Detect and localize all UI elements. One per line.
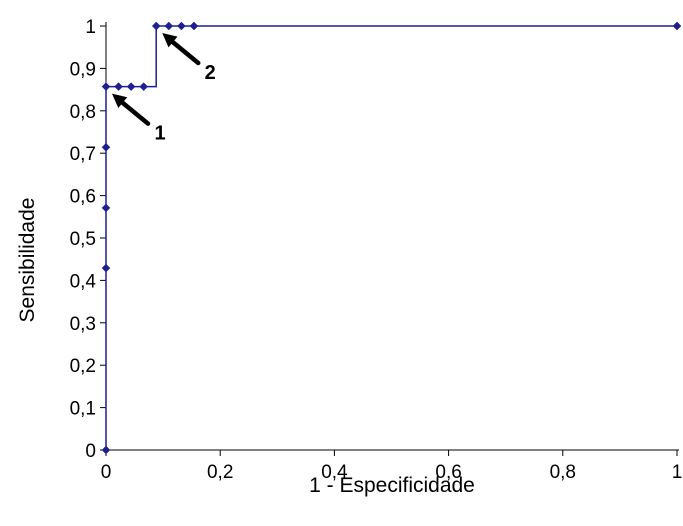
y-tick-label: 0,6 — [70, 187, 96, 208]
y-tick-label: 0,7 — [70, 144, 96, 165]
y-tick-label: 0,2 — [70, 356, 96, 377]
data-point-marker — [101, 263, 111, 273]
annotation-arrow-shaft — [117, 98, 151, 126]
data-point-marker — [177, 21, 186, 31]
x-axis-title: 1 - Especificidade — [309, 474, 475, 497]
y-tick-label: 0,5 — [70, 229, 96, 250]
x-tick-label: 1 — [672, 462, 683, 483]
y-tick-label: 1 — [85, 17, 96, 38]
x-tick-label: 0,8 — [550, 462, 576, 483]
y-tick-label: 0,1 — [70, 399, 96, 420]
annotation-arrow-head — [162, 33, 178, 48]
annotation-label: 2 — [205, 62, 216, 84]
annotation-arrow-shaft — [167, 37, 201, 66]
data-point-marker — [189, 21, 199, 31]
annotation-label: 1 — [154, 123, 165, 145]
y-tick-label: 0,8 — [70, 102, 96, 123]
x-tick-label: 0,2 — [207, 462, 233, 483]
x-tick-label: 0,6 — [435, 462, 461, 483]
data-point-marker — [151, 21, 161, 31]
axes: 0 0,2 0,4 0,6 0,8 1 0 0,1 0,2 0,3 0,4 0,5 0,6 0,7 0,8 0… — [70, 17, 683, 483]
data-point-marker — [672, 21, 682, 31]
annotations: 12 — [112, 33, 216, 145]
annotation-arrow-head — [112, 93, 128, 108]
y-tick-label: 0 — [85, 441, 96, 462]
y-tick-label: 0,4 — [70, 271, 97, 292]
data-point-marker — [101, 142, 111, 152]
y-tick-label: 0,3 — [70, 314, 96, 335]
data-point-marker — [101, 203, 111, 213]
data-point-marker — [126, 82, 136, 91]
y-tick-label: 0,9 — [70, 59, 96, 80]
x-tick-label: 0 — [101, 462, 112, 483]
data-point-marker — [164, 21, 174, 31]
x-tick-label: 0,4 — [321, 462, 348, 483]
data-point-marker — [139, 82, 149, 91]
series-layer — [101, 21, 682, 455]
data-point-marker — [101, 445, 111, 455]
y-axis-title: Sensibilidade — [16, 198, 39, 323]
roc-line — [105, 25, 677, 450]
data-point-marker — [114, 82, 123, 91]
data-point-marker — [101, 82, 111, 91]
